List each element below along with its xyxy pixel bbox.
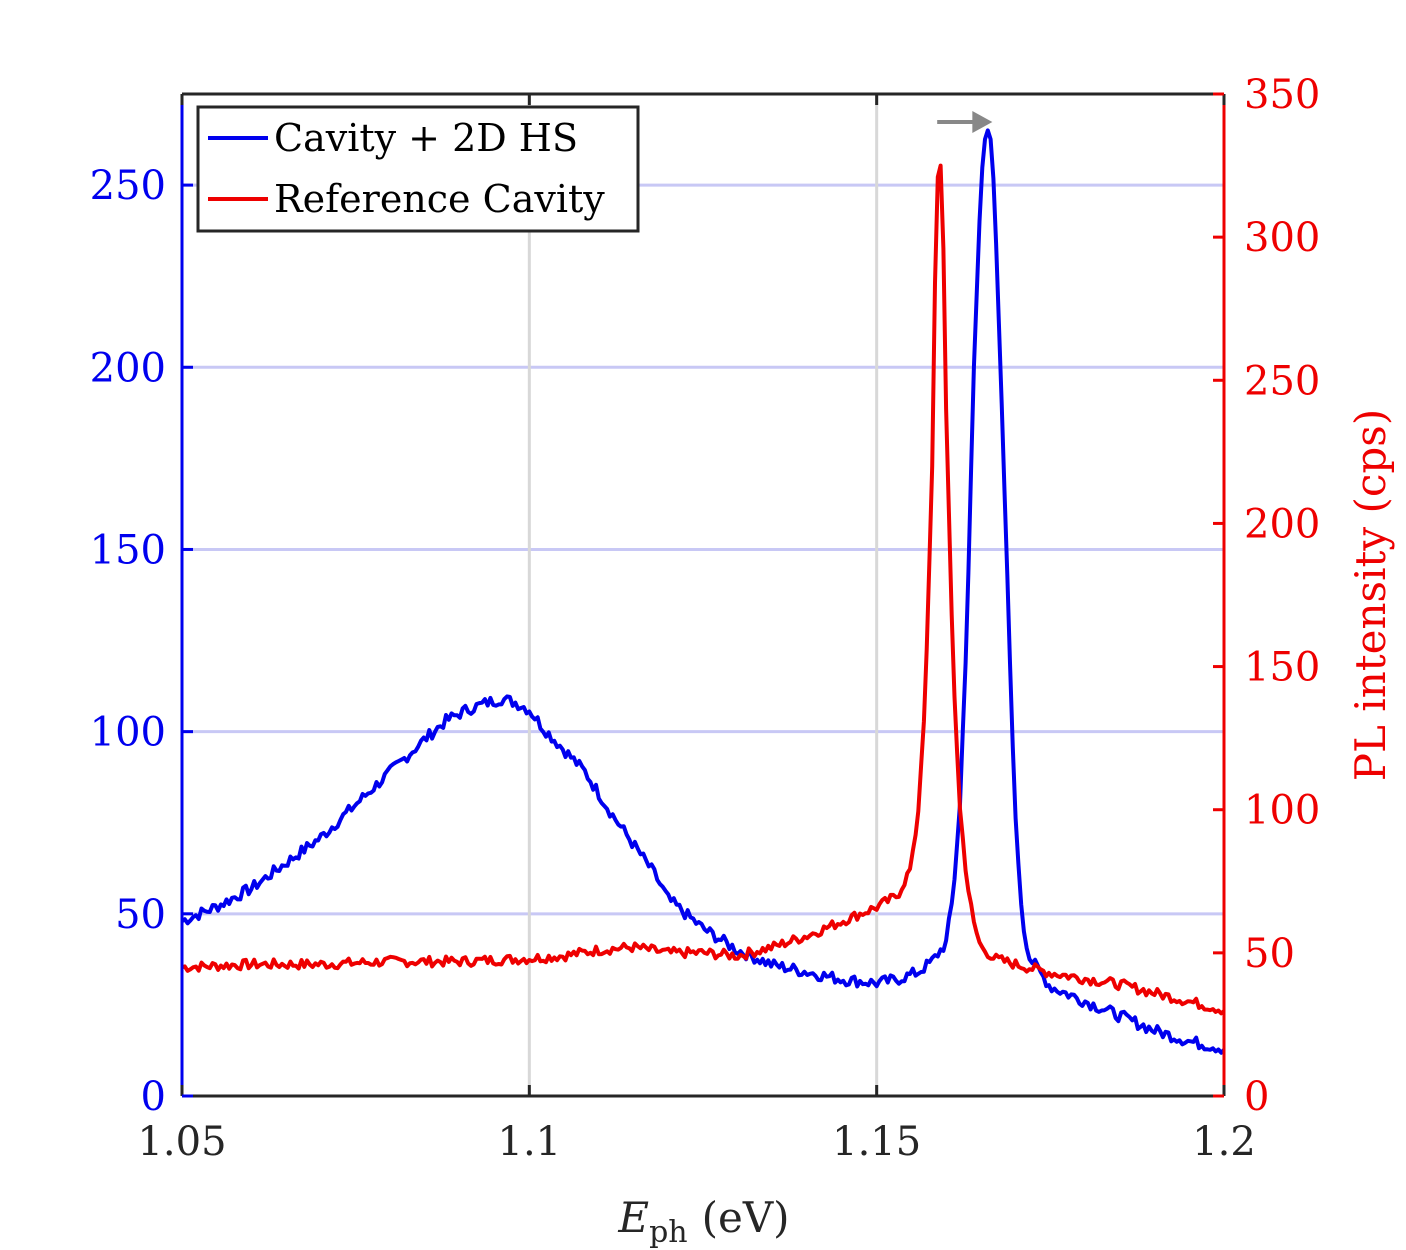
plot-area [182,94,1224,1096]
legend-box [196,105,640,233]
series-line-cavity-2d-hs [180,128,1226,1055]
x-axis-title: Eph (eV) [617,1193,789,1250]
legend: Cavity + 2D HS Reference Cavity [196,105,640,233]
y-right-tick-label: 250 [1244,358,1320,404]
y-left-tick-label: 100 [90,710,166,756]
y-right-tick-label: 300 [1244,215,1320,261]
y-left-tick-label: 0 [141,1074,166,1120]
y-left-tick-label: 250 [90,163,166,209]
shift-arrow [937,111,993,133]
y-right-tick-label: 150 [1244,645,1320,691]
y-right-tick-label: 100 [1244,788,1320,834]
y-left-tick-label: 150 [90,527,166,573]
shift-arrow-head [972,111,993,133]
legend-label-cavity: Cavity + 2D HS [274,116,578,160]
y-left-tick-label: 50 [115,892,166,938]
legend-label-reference: Reference Cavity [274,177,605,221]
x-tick-label: 1.2 [1192,1119,1256,1165]
y-left-tick-label: 200 [90,345,166,391]
y-right-tick-label: 50 [1244,931,1295,977]
right-y-axis-title: PL intensity (cps) [1346,409,1395,781]
tick-labels: 1.05 1.1 1.15 1.205010015020025005010015020… [90,72,1321,1165]
y-right-tick-label: 200 [1244,501,1320,547]
series-layer [180,128,1226,1055]
x-tick-label: 1.05 [137,1119,226,1165]
x-tick-label: 1.15 [832,1119,921,1165]
x-tick-label: 1.1 [498,1119,562,1165]
y-right-tick-label: 350 [1244,72,1320,118]
ticks [180,92,1226,1098]
y-right-tick-label: 0 [1244,1074,1269,1120]
series-line-reference-cavity [181,163,1226,1016]
